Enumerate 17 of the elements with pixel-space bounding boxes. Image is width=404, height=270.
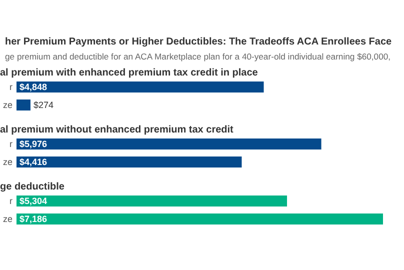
y-tick-label: r: [10, 139, 13, 149]
annotation: al premium with enhanced premium tax credit in place: [0, 68, 258, 78]
annotation: al premium without enhanced premium tax credit: [0, 124, 234, 136]
chart-subtitle: ge premium and deductible for an ACA Marketplace plan for a 40-year-old individual earning $60,000,: [5, 52, 391, 62]
y-tick-label: ze: [2, 100, 13, 110]
y-tick-label: r: [10, 196, 13, 206]
y-tick-label: ze: [2, 214, 13, 224]
data-label: $7,186: [20, 214, 48, 224]
y-tick-label: r: [10, 82, 13, 92]
annotation: ge deductible: [0, 182, 65, 192]
data-label: $274: [33, 100, 54, 110]
data-label: $4,848: [20, 82, 48, 92]
chart-title: her Premium Payments or Higher Deductibles: The Tradeoffs ACA Enrollees Face: [5, 36, 392, 48]
data-label: $5,976: [20, 139, 48, 149]
data-label: $5,304: [20, 196, 48, 206]
data-label: $4,416: [20, 157, 48, 167]
y-tick-label: ze: [2, 157, 13, 167]
